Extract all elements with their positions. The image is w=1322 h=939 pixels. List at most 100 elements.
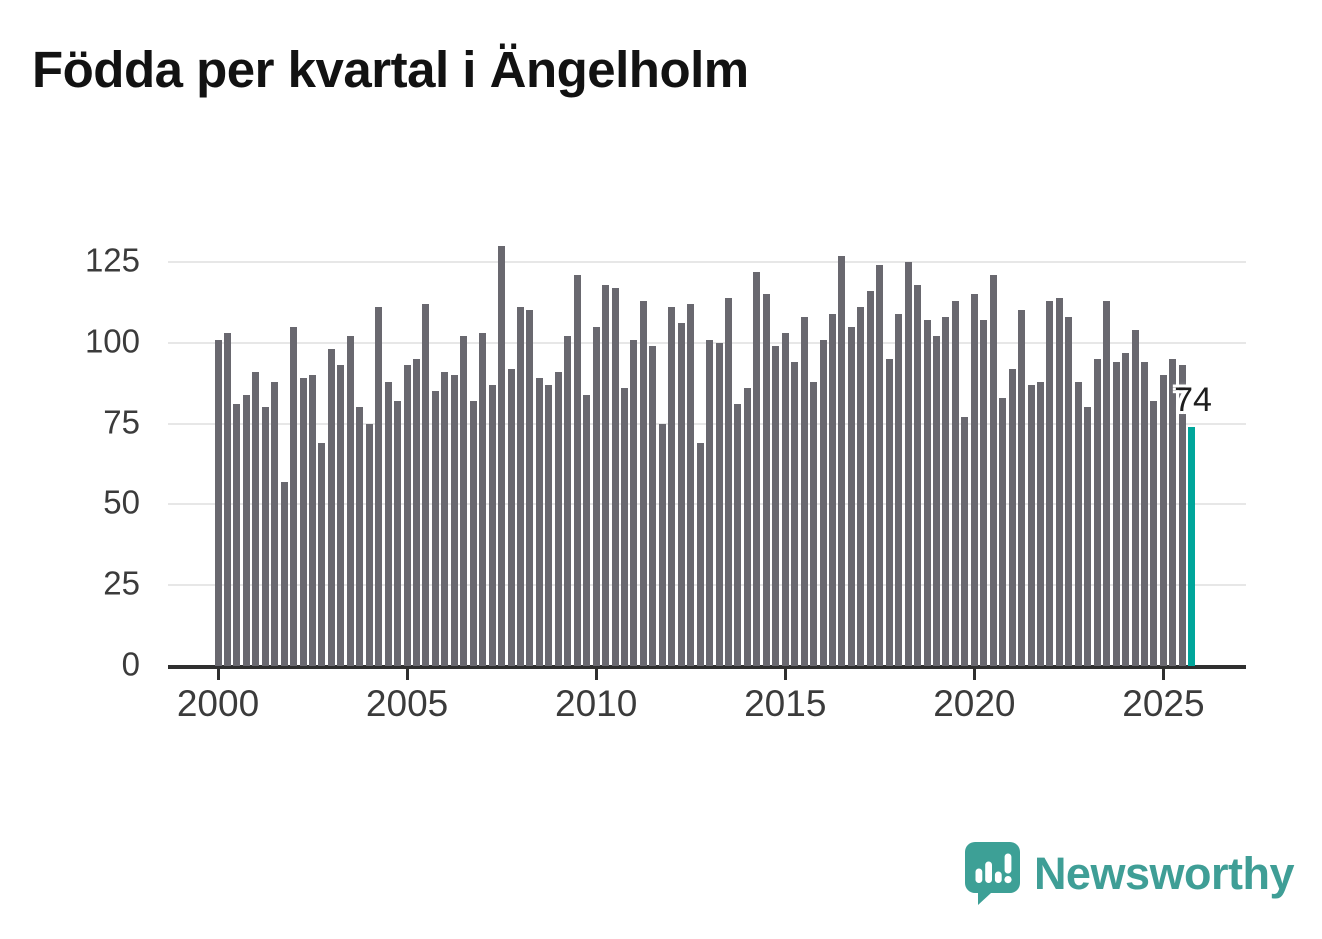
bar	[1046, 300, 1054, 666]
bar	[715, 342, 723, 666]
bar	[583, 394, 591, 666]
bar	[904, 262, 912, 666]
bar	[753, 271, 761, 666]
bar	[725, 297, 733, 666]
bar	[1112, 362, 1120, 666]
x-axis-tick	[594, 668, 598, 680]
x-axis-label: 2010	[555, 683, 638, 724]
gridline	[168, 261, 1246, 263]
bar	[885, 358, 893, 666]
bar	[1027, 384, 1035, 666]
bar	[479, 333, 487, 666]
plot-area	[168, 245, 1246, 669]
bar	[734, 404, 742, 666]
bar-highlighted	[1188, 426, 1196, 666]
bar	[403, 365, 411, 666]
bar	[999, 397, 1007, 666]
bar	[327, 349, 335, 666]
bar	[535, 378, 543, 666]
bar	[658, 423, 666, 666]
bar	[677, 323, 685, 666]
x-axis-label: 2005	[365, 683, 449, 724]
bar	[469, 400, 477, 666]
bar	[1122, 352, 1130, 666]
chart-title: Födda per kvartal i Ängelholm	[32, 41, 749, 98]
bar	[668, 307, 676, 666]
bar	[923, 320, 931, 666]
newsworthy-wordmark: Newsworthy	[1033, 848, 1295, 899]
bar	[488, 384, 496, 666]
bar	[252, 371, 260, 666]
bar	[791, 362, 799, 666]
bar	[1159, 375, 1167, 666]
bar	[989, 274, 997, 666]
bar	[1018, 310, 1026, 666]
bar	[1150, 400, 1158, 666]
bar	[460, 336, 468, 666]
bar	[356, 407, 364, 666]
y-axis-label: 50	[103, 483, 140, 521]
bar	[810, 381, 818, 666]
bar	[1055, 297, 1063, 666]
x-axis-label: 2015	[744, 683, 827, 724]
bar	[290, 326, 298, 666]
y-axis-label: 0	[121, 645, 140, 683]
newsworthy-logo-icon	[964, 841, 1021, 907]
bar	[847, 326, 855, 666]
bar	[743, 388, 751, 666]
bar	[233, 404, 241, 666]
bar	[980, 320, 988, 666]
bar	[507, 368, 515, 666]
bar	[375, 307, 383, 666]
bar	[1037, 381, 1045, 666]
bar	[951, 300, 959, 666]
bar	[309, 375, 317, 666]
y-axis-label: 25	[103, 564, 140, 602]
bar	[866, 291, 874, 666]
bar	[299, 378, 307, 666]
x-axis-tick	[405, 668, 409, 680]
y-axis-label: 100	[84, 322, 140, 360]
bar	[223, 333, 231, 666]
x-axis-tick	[972, 668, 976, 680]
bar	[933, 336, 941, 666]
bar	[649, 346, 657, 666]
bar	[498, 245, 506, 666]
bar	[1169, 358, 1177, 666]
bar	[337, 365, 345, 666]
x-axis-tick	[216, 668, 220, 680]
bar	[914, 284, 922, 666]
bar	[346, 336, 354, 666]
bar	[318, 443, 326, 666]
bar	[1141, 362, 1149, 666]
bar	[384, 381, 392, 666]
x-axis-label: 2025	[1122, 683, 1205, 724]
bar	[526, 310, 534, 666]
bar	[1093, 358, 1101, 666]
bar	[876, 265, 884, 666]
bar	[1178, 365, 1186, 666]
bar	[441, 371, 449, 666]
bar	[517, 307, 525, 666]
x-axis-line	[168, 665, 1246, 669]
bar	[687, 304, 695, 666]
bar	[942, 316, 950, 666]
x-axis-tick	[1161, 668, 1165, 680]
bar	[970, 294, 978, 666]
bar	[800, 316, 808, 666]
bar	[772, 346, 780, 666]
bar	[781, 333, 789, 666]
bar	[630, 339, 638, 666]
bar	[592, 326, 600, 666]
bar	[261, 407, 269, 666]
bar	[819, 339, 827, 666]
bar	[573, 274, 581, 666]
bar	[829, 313, 837, 666]
x-axis-tick	[783, 668, 787, 680]
newsworthy-brand-link[interactable]: Newsworthy	[964, 841, 1295, 907]
bar	[422, 304, 430, 666]
bar	[838, 255, 846, 666]
bar	[895, 313, 903, 666]
bar	[961, 417, 969, 666]
